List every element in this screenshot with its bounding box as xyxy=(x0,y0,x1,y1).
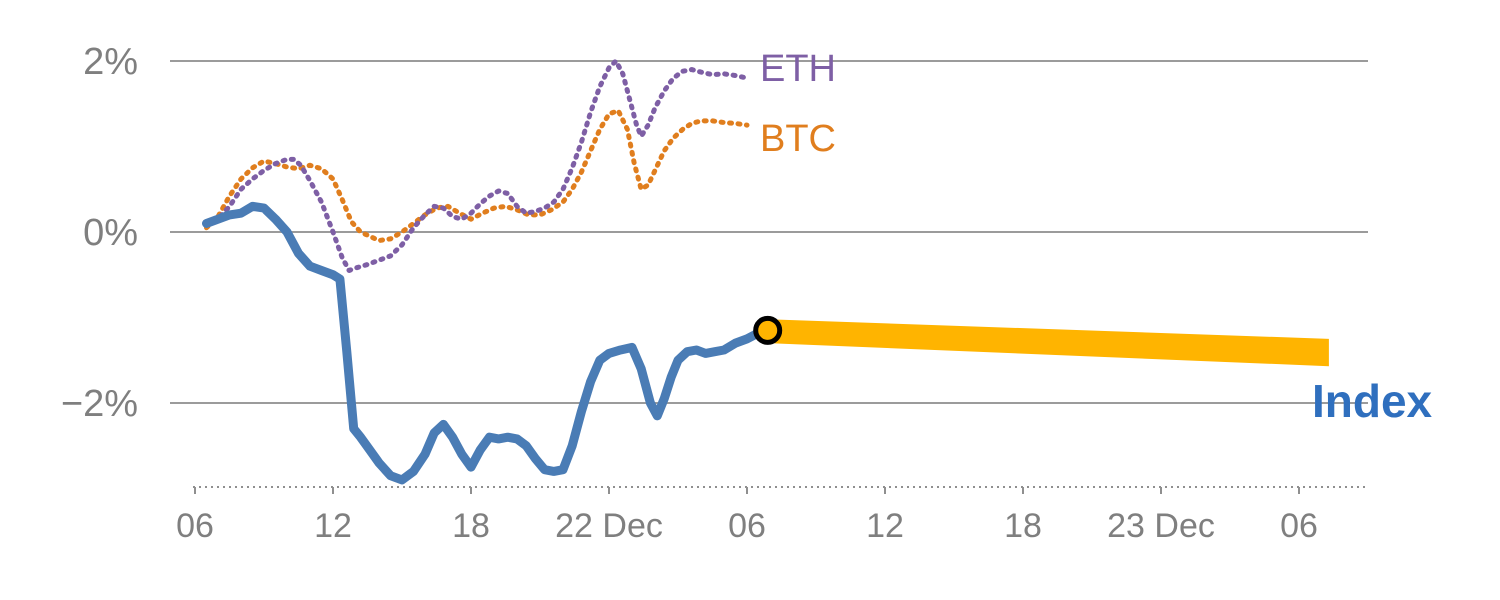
eth-line xyxy=(204,58,750,273)
eth-series-label: ETH xyxy=(760,48,836,90)
x-tick-label: 06 xyxy=(728,507,766,545)
btc-series-label: BTC xyxy=(760,118,836,160)
x-tick-label: 06 xyxy=(176,507,214,545)
x-tick-label: 12 xyxy=(314,507,352,545)
y-tick-label: 2% xyxy=(83,41,138,83)
current-point-marker xyxy=(753,315,783,345)
x-tick-label: 18 xyxy=(1004,507,1042,545)
x-tick-label: 22 Dec xyxy=(555,507,663,545)
index-series-label: Index xyxy=(1312,375,1433,427)
y-tick-label: 0% xyxy=(83,212,138,254)
btc-line xyxy=(204,108,750,244)
y-tick-label: −2% xyxy=(61,383,138,425)
index-forecast-band xyxy=(767,319,1329,367)
index-line xyxy=(202,201,773,485)
x-tick-label: 12 xyxy=(866,507,904,545)
x-tick-label: 18 xyxy=(452,507,490,545)
x-tick-label: 23 Dec xyxy=(1107,507,1215,545)
x-tick-label: 06 xyxy=(1280,507,1318,545)
